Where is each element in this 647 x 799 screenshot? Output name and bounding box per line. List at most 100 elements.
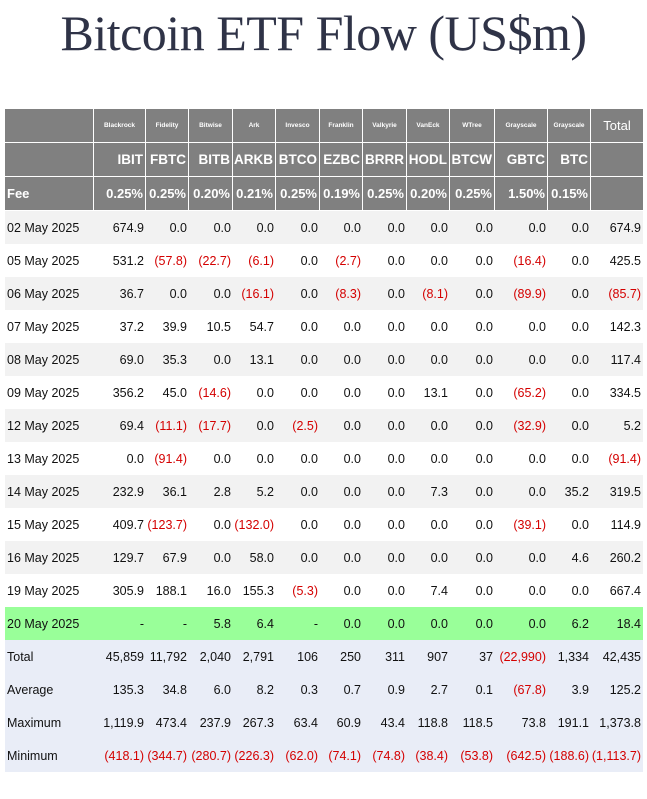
table-row-label: 12 May 2025 [5, 409, 94, 442]
flow-cell: (188.6) [548, 739, 591, 772]
flow-cell: 0.0 [189, 277, 233, 310]
flow-cell: 35.2 [548, 475, 591, 508]
issuer-name: Ark [233, 109, 276, 143]
issuer-name: WTree [450, 109, 495, 143]
flow-cell: 1,119.9 [94, 706, 146, 739]
flow-cell: (5.3) [292, 583, 318, 598]
flow-cell: 0.0 [495, 343, 548, 376]
flow-cell: 0.0 [450, 541, 495, 574]
ticker: FBTC [146, 143, 189, 177]
flow-cell: 0.0 [548, 409, 591, 442]
fee-value: 0.25% [146, 177, 189, 211]
issuer-name: Fidelity [146, 109, 189, 143]
flow-cell: 0.0 [320, 475, 363, 508]
flow-cell: 0.0 [571, 253, 589, 268]
flow-cell: 6.4 [233, 607, 276, 640]
flow-cell: 267.3 [233, 706, 276, 739]
flow-cell: 0.0 [363, 343, 407, 376]
flow-cell: 0.0 [276, 211, 320, 244]
flow-cell: 0.0 [495, 541, 548, 574]
flow-cell: 0.0 [495, 607, 548, 640]
flow-cell: 0.0 [407, 343, 450, 376]
row-total-cell: 319.5 [591, 475, 643, 508]
flow-cell: 2,040 [189, 640, 233, 673]
flow-cell: 36.1 [146, 475, 189, 508]
flow-cell: 0.0 [343, 385, 361, 400]
summary-row-label: Minimum [5, 739, 94, 772]
table-row-label: 19 May 2025 [7, 583, 80, 598]
flow-cell: 0.0 [495, 475, 548, 508]
flow-cell: (16.1) [233, 277, 276, 310]
flow-cell: 0.0 [363, 211, 407, 244]
flow-cell: 6.2 [548, 607, 591, 640]
flow-cell: 0.0 [343, 319, 361, 334]
row-total-cell: 125.2 [591, 673, 643, 706]
table-row-label: 20 May 2025 [5, 607, 94, 640]
flow-cell: 37.2 [119, 319, 144, 334]
flow-cell: 0.0 [548, 277, 591, 310]
issuer-name: Blackrock [94, 109, 146, 143]
header-corner [5, 143, 94, 177]
flow-cell: 0.0 [387, 583, 405, 598]
flow-cell: 0.0 [300, 385, 318, 400]
flow-cell: 135.3 [94, 673, 146, 706]
flow-cell: 0.0 [387, 451, 405, 466]
ticker: HODL [407, 143, 450, 177]
flow-cell: 16.0 [206, 583, 231, 598]
flow-cell: (74.1) [320, 739, 363, 772]
flow-cell: (22.7) [198, 253, 231, 268]
fee-value: 0.25% [276, 177, 320, 211]
flow-cell: 13.1 [233, 343, 276, 376]
flow-cell: 73.8 [495, 706, 548, 739]
flow-cell: 1,334 [548, 640, 591, 673]
flow-cell: 0.0 [189, 343, 233, 376]
flow-cell: 0.0 [320, 409, 363, 442]
flow-cell: 0.0 [146, 211, 189, 244]
flow-cell: 118.8 [407, 706, 450, 739]
table-row: 19 May 2025 305.9 188.1 16.0 155.3 (5.3) 0.0 0.… [5, 574, 643, 607]
fee-value: 0.15% [548, 177, 591, 211]
flow-cell: 907 [407, 640, 450, 673]
table-row-label: 09 May 2025 [7, 385, 80, 400]
flow-cell: 0.0 [407, 409, 450, 442]
flow-cell: 13.1 [423, 385, 448, 400]
flow-cell: 106 [276, 640, 320, 673]
table-row: 08 May 2025 69.0 35.3 0.0 13.1 0.0 0.0 0.0 0.0 0.… [5, 343, 643, 376]
flow-cell: 0.0 [571, 385, 589, 400]
table-row-label: 13 May 2025 [7, 451, 80, 466]
flow-cell: 188.1 [155, 583, 187, 598]
flow-cell: 0.0 [450, 607, 495, 640]
flow-cell: 0.0 [256, 451, 274, 466]
flow-cell: 0.0 [430, 451, 448, 466]
flow-cell: 0.0 [430, 253, 448, 268]
row-total-cell: 42,435 [591, 640, 643, 673]
flow-cell: 0.0 [528, 583, 546, 598]
row-total-cell: 142.3 [609, 319, 641, 334]
ticker: BTCW [450, 143, 495, 177]
flow-cell: 45,859 [94, 640, 146, 673]
flow-cell: (62.0) [276, 739, 320, 772]
flow-cell: 54.7 [249, 319, 274, 334]
flow-cell: 0.9 [363, 673, 407, 706]
daily-flow-rows: 02 May 2025 674.9 0.0 0.0 0.0 0.0 0.0 0.0 0.0 0.0… [5, 211, 643, 640]
flow-cell: (280.7) [189, 739, 233, 772]
flow-cell: 0.0 [320, 541, 363, 574]
flow-cell: - [146, 607, 189, 640]
ticker: BRRR [363, 143, 407, 177]
flow-cell: 0.0 [146, 277, 189, 310]
page-title: Bitcoin ETF Flow (US$m) [60, 5, 587, 61]
flow-cell: 0.0 [571, 583, 589, 598]
flow-cell: (344.7) [146, 739, 189, 772]
flow-cell: (57.8) [154, 253, 187, 268]
flow-cell: 0.0 [475, 385, 493, 400]
flow-cell: 237.9 [189, 706, 233, 739]
issuer-name: Grayscale [495, 109, 548, 143]
flow-cell: (418.1) [94, 739, 146, 772]
etf-flow-table: Blackrock Fidelity Bitwise Ark Invesco F… [5, 109, 643, 772]
summary-row: Maximum 1,119.9 473.4 237.9 267.3 63.4 60.9 43.… [5, 706, 643, 739]
flow-cell: 0.0 [363, 541, 407, 574]
flow-cell: 0.0 [213, 517, 231, 532]
flow-cell: (22,990) [495, 640, 548, 673]
fee-value: 0.25% [363, 177, 407, 211]
flow-cell: 0.0 [189, 541, 233, 574]
